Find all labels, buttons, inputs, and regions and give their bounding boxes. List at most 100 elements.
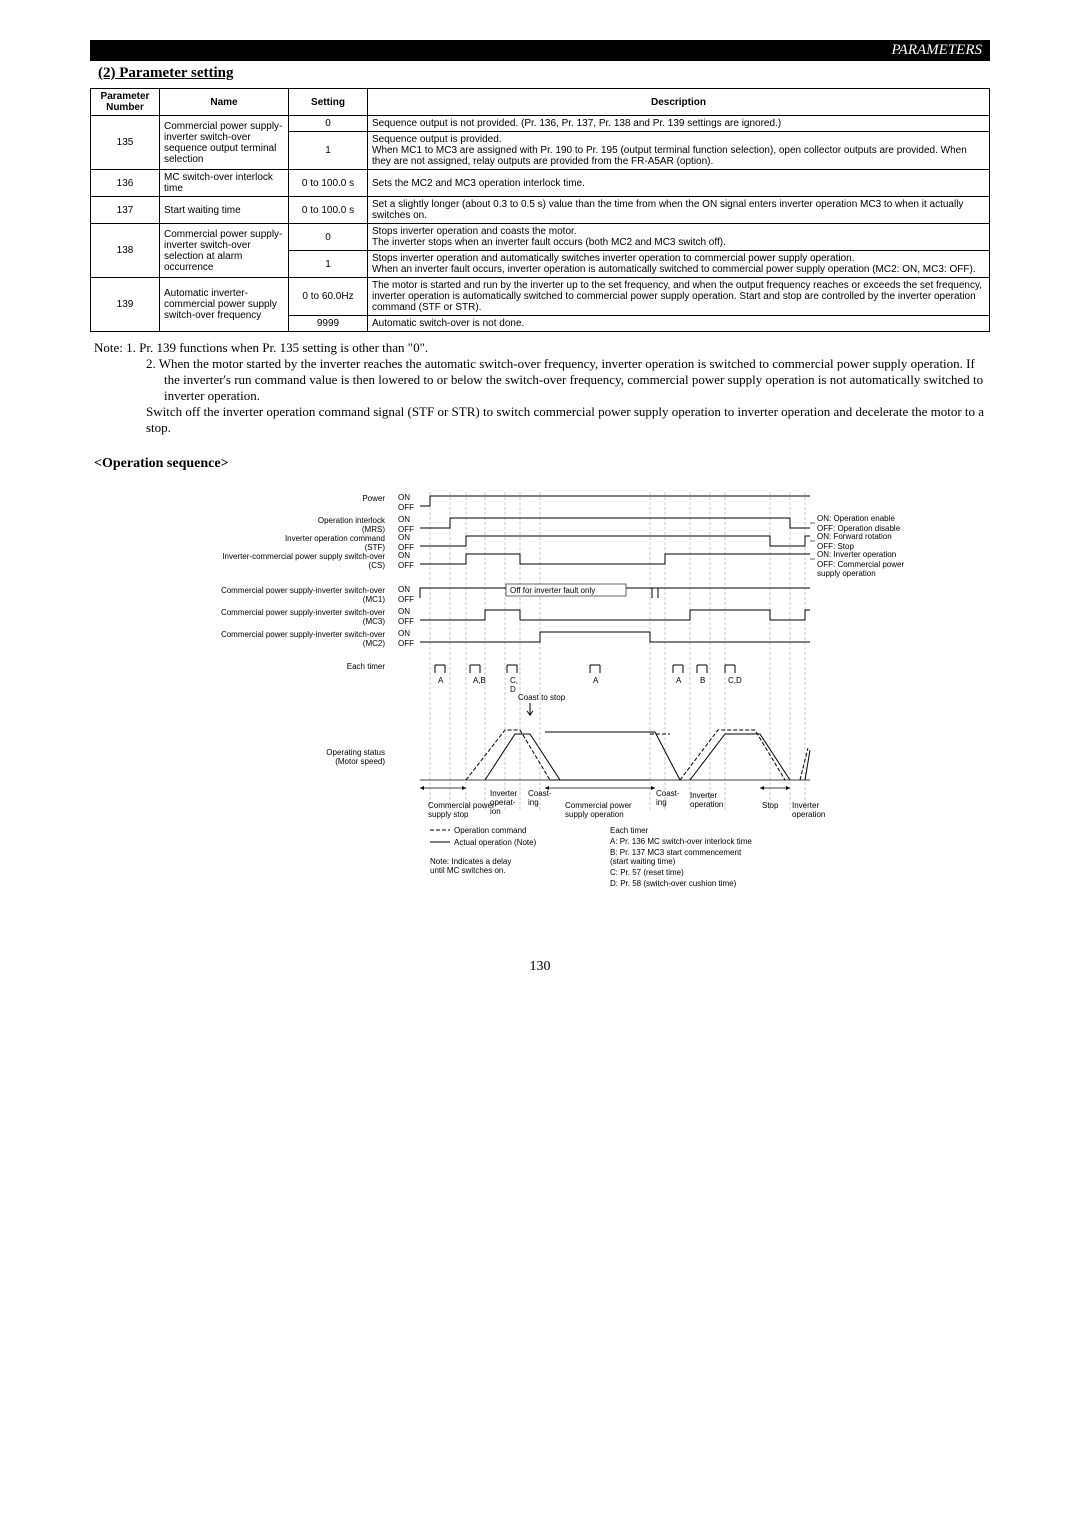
- cell-description: Sequence output is provided. When MC1 to…: [368, 132, 990, 170]
- cell-description: Sequence output is not provided. (Pr. 13…: [368, 116, 990, 132]
- svg-text:Operating status: Operating status: [326, 748, 385, 757]
- svg-text:A: A: [438, 676, 444, 685]
- svg-text:A: A: [593, 676, 599, 685]
- page-number: 130: [90, 959, 990, 975]
- cell-param-name: Automatic inverter-commercial power supp…: [160, 278, 289, 332]
- svg-text:OFF: OFF: [398, 639, 414, 648]
- svg-text:Commercial power supply-invert: Commercial power supply-inverter switch-…: [221, 608, 385, 617]
- svg-text:B: B: [700, 676, 705, 685]
- svg-text:OFF: OFF: [398, 503, 414, 512]
- svg-text:Commercial power supply-invert: Commercial power supply-inverter switch-…: [221, 586, 385, 595]
- svg-text:ON: Operation enable: ON: Operation enable: [817, 514, 895, 523]
- svg-text:ON: ON: [398, 629, 410, 638]
- th-name: Name: [160, 89, 289, 116]
- svg-text:Commercial power supply-invert: Commercial power supply-inverter switch-…: [221, 630, 385, 639]
- table-header-row: Parameter Number Name Setting Descriptio…: [91, 89, 990, 116]
- cell-setting: 1: [289, 251, 368, 278]
- th-description: Description: [368, 89, 990, 116]
- cell-param-number: 138: [91, 224, 160, 278]
- svg-text:Off for inverter fault only: Off for inverter fault only: [510, 586, 595, 595]
- svg-text:(start waiting time): (start waiting time): [610, 857, 676, 866]
- page-header-bar: PARAMETERS: [90, 40, 990, 61]
- svg-text:Operation command: Operation command: [454, 826, 526, 835]
- svg-text:B: Pr. 137 MC3 start commencem: B: Pr. 137 MC3 start commencement: [610, 848, 742, 857]
- svg-text:ON: ON: [398, 607, 410, 616]
- svg-text:ON: Forward rotation: ON: Forward rotation: [817, 532, 892, 541]
- parameter-table: Parameter Number Name Setting Descriptio…: [90, 88, 990, 332]
- svg-text:ion: ion: [490, 807, 501, 816]
- cell-param-number: 136: [91, 170, 160, 197]
- cell-description: Automatic switch-over is not done.: [368, 316, 990, 332]
- svg-text:ON: ON: [398, 533, 410, 542]
- cell-setting: 0 to 100.0 s: [289, 197, 368, 224]
- table-row: 139Automatic inverter-commercial power s…: [91, 278, 990, 316]
- svg-text:Inverter: Inverter: [490, 789, 517, 798]
- svg-text:ing: ing: [528, 798, 539, 807]
- th-setting: Setting: [289, 89, 368, 116]
- svg-text:operat-: operat-: [490, 798, 516, 807]
- svg-text:Each timer: Each timer: [347, 662, 386, 671]
- svg-text:Coast-: Coast-: [656, 789, 680, 798]
- svg-text:Commercial power: Commercial power: [565, 801, 632, 810]
- timing-diagram: PowerONOFFOperation interlock(MRS)ONOFFO…: [150, 480, 990, 953]
- cell-description: Set a slightly longer (about 0.3 to 0.5 …: [368, 197, 990, 224]
- cell-param-name: MC switch-over interlock time: [160, 170, 289, 197]
- svg-text:Inverter operation command: Inverter operation command: [285, 534, 385, 543]
- svg-text:ON: ON: [398, 585, 410, 594]
- cell-param-name: Commercial power supply-inverter switch-…: [160, 116, 289, 170]
- cell-description: Sets the MC2 and MC3 operation interlock…: [368, 170, 990, 197]
- cell-param-name: Start waiting time: [160, 197, 289, 224]
- svg-text:Inverter: Inverter: [792, 801, 819, 810]
- svg-text:Actual operation (Note): Actual operation (Note): [454, 838, 537, 847]
- cell-description: Stops inverter operation and coasts the …: [368, 224, 990, 251]
- svg-text:ON: ON: [398, 515, 410, 524]
- svg-text:Commercial power: Commercial power: [428, 801, 495, 810]
- cell-setting: 0 to 100.0 s: [289, 170, 368, 197]
- svg-text:A,B: A,B: [473, 676, 486, 685]
- cell-param-number: 135: [91, 116, 160, 170]
- table-row: 135Commercial power supply-inverter swit…: [91, 116, 990, 132]
- svg-text:Power: Power: [362, 494, 385, 503]
- svg-text:ON: ON: [398, 493, 410, 502]
- svg-text:D: D: [510, 685, 516, 694]
- cell-setting: 9999: [289, 316, 368, 332]
- cell-setting: 0: [289, 116, 368, 132]
- svg-text:Coast to stop: Coast to stop: [518, 693, 566, 702]
- note-2b: Switch off the inverter operation comman…: [146, 404, 984, 435]
- svg-text:(Motor speed): (Motor speed): [335, 757, 385, 766]
- svg-text:OFF: OFF: [398, 595, 414, 604]
- cell-param-name: Commercial power supply-inverter switch-…: [160, 224, 289, 278]
- svg-text:OFF: OFF: [398, 561, 414, 570]
- cell-description: Stops inverter operation and automatical…: [368, 251, 990, 278]
- svg-text:Stop: Stop: [762, 801, 779, 810]
- svg-text:D: Pr. 58 (switch-over cushion: D: Pr. 58 (switch-over cushion time): [610, 879, 737, 888]
- note-1: 1. Pr. 139 functions when Pr. 135 settin…: [126, 340, 428, 355]
- svg-text:operation: operation: [690, 800, 723, 809]
- svg-text:until MC switches on.: until MC switches on.: [430, 866, 506, 875]
- svg-text:Inverter-commercial power supp: Inverter-commercial power supply switch-…: [222, 552, 385, 561]
- svg-text:supply stop: supply stop: [428, 810, 469, 819]
- svg-text:(MC1): (MC1): [363, 595, 386, 604]
- cell-param-number: 137: [91, 197, 160, 224]
- svg-text:ON: ON: [398, 551, 410, 560]
- note-2a: 2. When the motor started by the inverte…: [146, 356, 983, 403]
- svg-text:supply operation: supply operation: [565, 810, 624, 819]
- timing-diagram-svg: PowerONOFFOperation interlock(MRS)ONOFFO…: [150, 480, 910, 950]
- svg-text:Coast-: Coast-: [528, 789, 552, 798]
- cell-setting: 0 to 60.0Hz: [289, 278, 368, 316]
- svg-text:operation: operation: [792, 810, 825, 819]
- svg-text:(STF): (STF): [365, 543, 386, 552]
- svg-text:Operation interlock: Operation interlock: [318, 516, 386, 525]
- table-row: 138Commercial power supply-inverter swit…: [91, 224, 990, 251]
- svg-text:C,D: C,D: [728, 676, 742, 685]
- notes-block: Note: 1. Pr. 139 functions when Pr. 135 …: [94, 340, 986, 436]
- th-parameter-number: Parameter Number: [91, 89, 160, 116]
- operation-sequence-title: <Operation sequence>: [94, 456, 990, 472]
- header-title: PARAMETERS: [891, 42, 982, 58]
- table-row: 137Start waiting time0 to 100.0 sSet a s…: [91, 197, 990, 224]
- cell-setting: 0: [289, 224, 368, 251]
- svg-text:C: Pr. 57 (reset time): C: Pr. 57 (reset time): [610, 868, 684, 877]
- svg-text:(CS): (CS): [369, 561, 386, 570]
- svg-text:OFF: Commercial power: OFF: Commercial power: [817, 560, 904, 569]
- svg-text:C,: C,: [510, 676, 518, 685]
